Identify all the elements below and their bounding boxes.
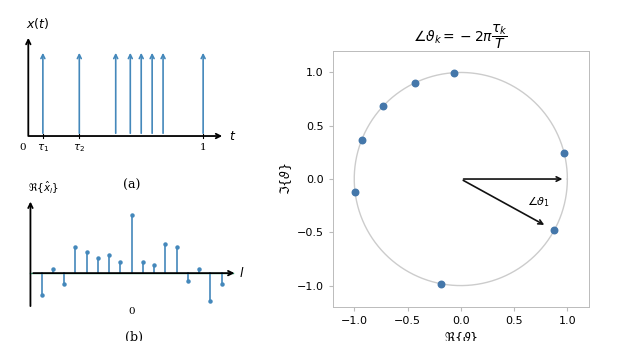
Point (449, 70, 460, 75)
Text: $\tau_1$: $\tau_1$ (36, 143, 49, 154)
Point (549, 228, 559, 233)
Title: $\angle\vartheta_k = -2\pi\dfrac{\tau_k}{T}$: $\angle\vartheta_k = -2\pi\dfrac{\tau_k}… (413, 23, 508, 51)
Text: $\angle\vartheta_1$: $\angle\vartheta_1$ (527, 194, 550, 209)
Point (356, 137, 367, 143)
Text: $l$: $l$ (239, 266, 245, 280)
Point (350, 190, 360, 195)
Text: (b): (b) (125, 331, 143, 341)
Y-axis label: $\Im\{\vartheta\}$: $\Im\{\vartheta\}$ (278, 163, 294, 195)
Text: $\tau_2$: $\tau_2$ (73, 143, 85, 154)
Point (410, 80, 420, 85)
Text: 0: 0 (19, 143, 26, 151)
Point (378, 103, 388, 109)
Text: $\Re\{\hat{x}_l\}$: $\Re\{\hat{x}_l\}$ (28, 180, 59, 196)
Point (436, 281, 446, 286)
Point (559, 150, 569, 155)
X-axis label: $\Re\{\vartheta\}$: $\Re\{\vartheta\}$ (444, 330, 478, 341)
Text: $t$: $t$ (228, 130, 236, 143)
Text: 1: 1 (200, 143, 207, 151)
Text: $x(t)$: $x(t)$ (26, 16, 50, 31)
Text: (a): (a) (122, 179, 140, 192)
Text: 0: 0 (128, 307, 135, 316)
